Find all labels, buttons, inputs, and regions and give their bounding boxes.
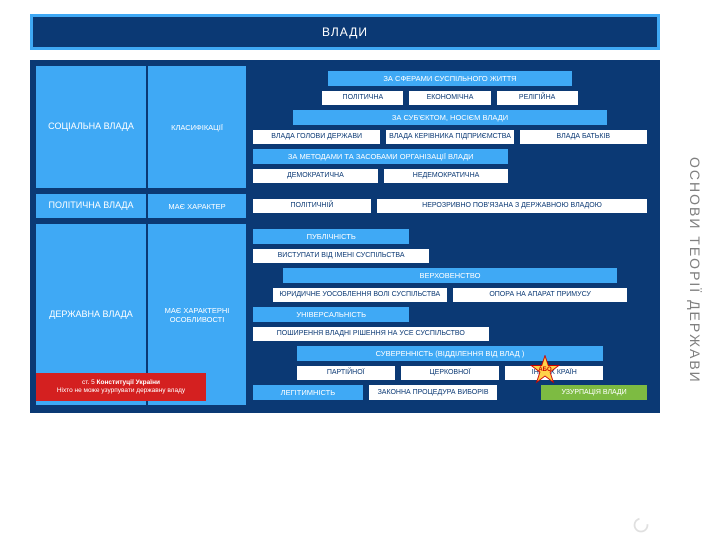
title-bar: ВЛАДИ: [30, 14, 660, 50]
box-enterprise: ВЛАДА КЕРІВНИКА ПІДПРИЄМСТВА: [385, 129, 514, 145]
content-social: ЗА СФЕРАМИ СУСПІЛЬНОГО ЖИТТЯ ПОЛІТИЧНА Е…: [246, 66, 654, 188]
box-political: ПОЛІТИЧНА: [321, 90, 404, 106]
box-party: ПАРТІЙНОЇ: [296, 365, 396, 381]
sidebar-right: ОСНОВИ ТЕОРІЇ ДЕРЖАВИ: [670, 0, 720, 540]
loading-icon: [632, 516, 650, 534]
hdr-spheres: ЗА СФЕРАМИ СУСПІЛЬНОГО ЖИТТЯ: [327, 70, 573, 87]
row-political: ПОЛІТИЧНА ВЛАДА МАЄ ХАРАКТЕР ПОЛІТИЧНІЙ …: [34, 192, 656, 220]
box-legal-elections: ЗАКОННА ПРОЦЕДУРА ВИБОРІВ: [368, 384, 498, 401]
box-society-name: ВИСТУПАТИ ВІД ІМЕНІ СУСПІЛЬСТВА: [252, 248, 430, 264]
box-church: ЦЕРКОВНОЇ: [400, 365, 500, 381]
midlabel-social: КЛАСИФІКАЦІЇ: [146, 66, 246, 188]
label-political: ПОЛІТИЧНА ВЛАДА: [36, 194, 146, 218]
row-social: СОЦІАЛЬНА ВЛАДА КЛАСИФІКАЦІЇ ЗА СФЕРАМИ …: [34, 64, 656, 190]
or-star: АБО: [530, 355, 560, 385]
diagram-body: СОЦІАЛЬНА ВЛАДА КЛАСИФІКАЦІЇ ЗА СФЕРАМИ …: [30, 60, 660, 413]
midlabel-political: МАЄ ХАРАКТЕР: [146, 194, 246, 218]
content-state: ПУБЛІЧНІСТЬ ВИСТУПАТИ ВІД ІМЕНІ СУСПІЛЬС…: [246, 224, 654, 405]
box-usurpation: УЗУРПАЦІЯ ВЛАДИ: [540, 384, 648, 401]
sidebar-title: ОСНОВИ ТЕОРІЇ ДЕРЖАВИ: [687, 157, 703, 384]
main-content: ВЛАДИ СОЦІАЛЬНА ВЛАДА КЛАСИФІКАЦІЇ ЗА СФ…: [30, 14, 660, 526]
box-religious: РЕЛІГІЙНА: [496, 90, 579, 106]
box-democratic: ДЕМОКРАТИЧНА: [252, 168, 379, 184]
content-political: ПОЛІТИЧНІЙ НЕРОЗРИВНО ПОВ'ЯЗАНА З ДЕРЖАВ…: [246, 194, 654, 218]
note-constitution: ст. 5 Конституції України Ніхто не може …: [36, 373, 206, 402]
box-parents: ВЛАДА БАТЬКІВ: [519, 129, 648, 145]
label-social: СОЦІАЛЬНА ВЛАДА: [36, 66, 146, 188]
hdr-supremacy: ВЕРХОВЕНСТВО: [282, 267, 619, 284]
hdr-publicity: ПУБЛІЧНІСТЬ: [252, 228, 410, 245]
hdr-methods: ЗА МЕТОДАМИ ТА ЗАСОБАМИ ОРГАНІЗАЦІЇ ВЛАД…: [252, 148, 509, 165]
hdr-universality: УНІВЕРСАЛЬНІСТЬ: [252, 306, 410, 323]
box-legal-will: ЮРИДИЧНЕ УОСОБЛЕННЯ ВОЛІ СУСПІЛЬСТВА: [272, 287, 448, 303]
box-nondemocratic: НЕДЕМОКРАТИЧНА: [383, 168, 510, 184]
box-linked-state: НЕРОЗРИВНО ПОВ'ЯЗАНА З ДЕРЖАВНОЮ ВЛАДОЮ: [376, 198, 648, 214]
box-pol-char: ПОЛІТИЧНІЙ: [252, 198, 372, 214]
note-line1b: Конституції України: [97, 379, 160, 386]
box-extend-society: ПОШИРЕННЯ ВЛАДНІ РІШЕННЯ НА УСЕ СУСПІЛЬС…: [252, 326, 490, 342]
box-coercion: ОПОРА НА АПАРАТ ПРИМУСУ: [452, 287, 628, 303]
box-head-state: ВЛАДА ГОЛОВИ ДЕРЖАВИ: [252, 129, 381, 145]
note-line1a: ст. 5: [82, 379, 97, 386]
hdr-legitimacy: ЛЕГІТИМНІСТЬ: [252, 384, 364, 401]
or-label: АБО: [538, 367, 551, 373]
note-line2: Ніхто не може узурпувати державну владу: [57, 387, 185, 394]
hdr-subject: ЗА СУБ'ЄКТОМ, НОСІЄМ ВЛАДИ: [292, 109, 609, 126]
box-economic: ЕКОНОМІЧНА: [408, 90, 491, 106]
